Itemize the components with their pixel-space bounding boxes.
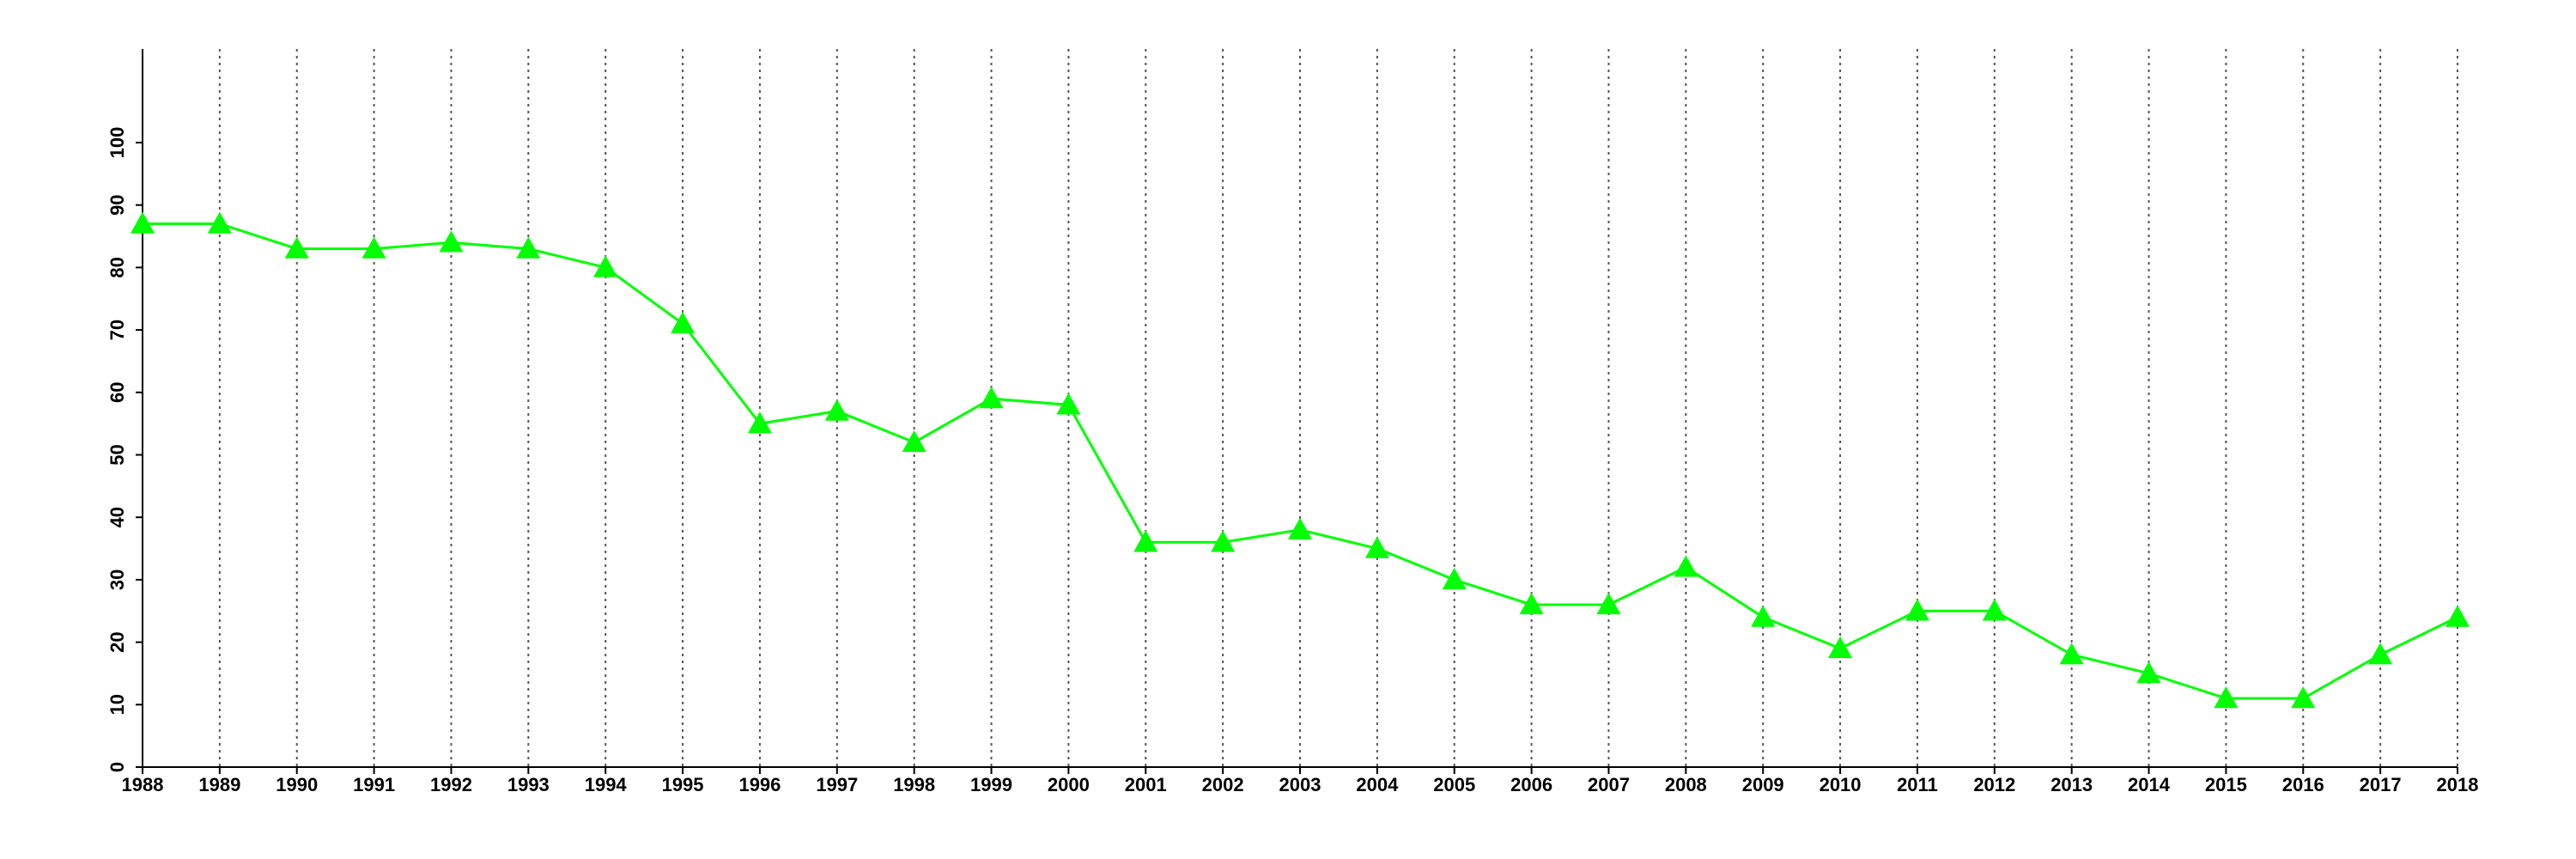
y-tick-label: 90 xyxy=(106,194,128,215)
marker xyxy=(516,236,541,259)
y-tick-label: 100 xyxy=(106,127,128,159)
x-tick-label: 2009 xyxy=(1742,774,1784,795)
x-tick-label: 1992 xyxy=(430,774,472,795)
x-tick-label: 2015 xyxy=(2205,774,2247,795)
x-tick-label: 1996 xyxy=(738,774,781,795)
marker xyxy=(747,411,772,434)
x-tick-label: 1995 xyxy=(662,774,704,795)
x-tick-label: 1997 xyxy=(816,774,858,795)
marker xyxy=(1674,555,1698,577)
marker xyxy=(361,236,386,259)
y-tick-label: 70 xyxy=(106,320,128,340)
marker xyxy=(1442,567,1467,590)
marker xyxy=(2214,686,2239,709)
marker xyxy=(1211,530,1236,552)
x-tick-label: 2003 xyxy=(1279,774,1321,795)
x-tick-label: 1988 xyxy=(122,774,164,795)
x-tick-label: 2008 xyxy=(1665,774,1707,795)
x-tick-label: 1993 xyxy=(507,774,550,795)
marker xyxy=(1133,530,1158,552)
marker xyxy=(1519,592,1544,615)
marker xyxy=(1982,599,2007,621)
marker xyxy=(1596,592,1621,615)
x-tick-label: 1991 xyxy=(353,774,395,795)
y-tick-label: 10 xyxy=(106,694,128,715)
x-tick-label: 1994 xyxy=(585,774,628,795)
x-tick-label: 2011 xyxy=(1897,774,1938,795)
marker xyxy=(2059,643,2084,665)
y-tick-label: 40 xyxy=(106,507,128,527)
marker xyxy=(593,255,618,277)
x-tick-label: 2012 xyxy=(1973,774,2015,795)
x-tick-label: 1990 xyxy=(276,774,318,795)
marker xyxy=(1751,605,1776,627)
x-tick-label: 2005 xyxy=(1433,774,1475,795)
x-tick-label: 2002 xyxy=(1202,774,1244,795)
y-tick-label: 80 xyxy=(106,257,128,277)
y-tick-label: 20 xyxy=(106,631,128,652)
y-tick-label: 0 xyxy=(106,762,128,772)
x-tick-label: 2006 xyxy=(1510,774,1552,795)
x-tick-label: 1989 xyxy=(198,774,240,795)
x-tick-label: 2013 xyxy=(2050,774,2093,795)
y-tick-label: 60 xyxy=(106,382,128,403)
marker xyxy=(979,387,1004,409)
marker xyxy=(439,230,464,253)
x-tick-label: 2004 xyxy=(1356,774,1399,795)
marker xyxy=(1288,517,1312,539)
marker xyxy=(2445,605,2470,627)
marker xyxy=(671,311,696,334)
marker xyxy=(824,399,849,421)
marker xyxy=(284,236,309,259)
x-tick-label: 1999 xyxy=(970,774,1012,795)
x-tick-label: 2000 xyxy=(1048,774,1090,795)
marker xyxy=(902,430,927,453)
marker xyxy=(2136,661,2161,684)
marker xyxy=(1828,636,1853,659)
y-tick-label: 50 xyxy=(106,444,128,465)
marker xyxy=(1056,393,1081,415)
marker xyxy=(1364,536,1389,558)
marker xyxy=(207,211,232,234)
y-tick-label: 30 xyxy=(106,570,128,590)
x-tick-label: 1998 xyxy=(893,774,935,795)
x-tick-label: 2017 xyxy=(2360,774,2402,795)
x-tick-label: 2014 xyxy=(2128,774,2171,795)
marker xyxy=(2368,643,2393,665)
x-tick-label: 2018 xyxy=(2437,774,2479,795)
x-tick-label: 2001 xyxy=(1125,774,1167,795)
x-tick-label: 2007 xyxy=(1588,774,1630,795)
x-tick-label: 2010 xyxy=(1820,774,1862,795)
marker xyxy=(2291,686,2316,709)
marker xyxy=(131,211,155,234)
marker xyxy=(1905,599,1929,621)
x-tick-label: 2016 xyxy=(2282,774,2324,795)
